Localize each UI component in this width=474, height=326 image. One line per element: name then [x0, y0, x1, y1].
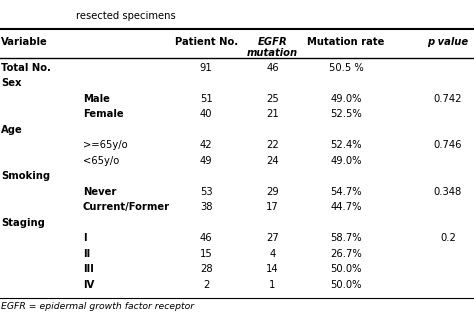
- Text: 49.0%: 49.0%: [330, 94, 362, 104]
- Text: 27: 27: [266, 233, 279, 243]
- Text: Staging: Staging: [1, 217, 45, 228]
- Text: 52.4%: 52.4%: [330, 140, 362, 150]
- Text: 46: 46: [266, 63, 279, 73]
- Text: 0.2: 0.2: [440, 233, 456, 243]
- Text: 51: 51: [200, 94, 212, 104]
- Text: 1: 1: [269, 279, 276, 289]
- Text: 38: 38: [200, 202, 212, 212]
- Text: 25: 25: [266, 94, 279, 104]
- Text: 28: 28: [200, 264, 212, 274]
- Text: 50.0%: 50.0%: [330, 279, 362, 289]
- Text: p value: p value: [428, 37, 468, 47]
- Text: 54.7%: 54.7%: [330, 186, 362, 197]
- Text: 53: 53: [200, 186, 212, 197]
- Text: 0.742: 0.742: [434, 94, 462, 104]
- Text: 2: 2: [203, 279, 210, 289]
- Text: 4: 4: [269, 248, 276, 259]
- Text: 49.0%: 49.0%: [330, 156, 362, 166]
- Text: 46: 46: [200, 233, 212, 243]
- Text: Female: Female: [83, 109, 124, 119]
- Text: 0.746: 0.746: [434, 140, 462, 150]
- Text: Sex: Sex: [1, 78, 21, 88]
- Text: 52.5%: 52.5%: [330, 109, 362, 119]
- Text: 14: 14: [266, 264, 279, 274]
- Text: 40: 40: [200, 109, 212, 119]
- Text: I: I: [83, 233, 87, 243]
- Text: 0.348: 0.348: [434, 186, 462, 197]
- Text: 91: 91: [200, 63, 212, 73]
- Text: 15: 15: [200, 248, 212, 259]
- Text: <65y/o: <65y/o: [83, 156, 119, 166]
- Text: IV: IV: [83, 279, 94, 289]
- Text: 29: 29: [266, 186, 279, 197]
- Text: EGFR = epidermal growth factor receptor: EGFR = epidermal growth factor receptor: [1, 302, 194, 311]
- Text: 17: 17: [266, 202, 279, 212]
- Text: Never: Never: [83, 186, 116, 197]
- Text: 26.7%: 26.7%: [330, 248, 362, 259]
- Text: >=65y/o: >=65y/o: [83, 140, 128, 150]
- Text: 22: 22: [266, 140, 279, 150]
- Text: resected specimens: resected specimens: [76, 11, 175, 22]
- Text: 44.7%: 44.7%: [330, 202, 362, 212]
- Text: 50.5 %: 50.5 %: [328, 63, 364, 73]
- Text: Age: Age: [1, 125, 23, 135]
- Text: Smoking: Smoking: [1, 171, 50, 181]
- Text: Total No.: Total No.: [1, 63, 51, 73]
- Text: II: II: [83, 248, 90, 259]
- Text: 24: 24: [266, 156, 279, 166]
- Text: 21: 21: [266, 109, 279, 119]
- Text: Variable: Variable: [1, 37, 48, 47]
- Text: Male: Male: [83, 94, 110, 104]
- Text: Patient No.: Patient No.: [174, 37, 238, 47]
- Text: 49: 49: [200, 156, 212, 166]
- Text: Current/Former: Current/Former: [83, 202, 170, 212]
- Text: 58.7%: 58.7%: [330, 233, 362, 243]
- Text: 42: 42: [200, 140, 212, 150]
- Text: 50.0%: 50.0%: [330, 264, 362, 274]
- Text: Mutation rate: Mutation rate: [307, 37, 385, 47]
- Text: III: III: [83, 264, 94, 274]
- Text: EGFR
mutation: EGFR mutation: [247, 37, 298, 58]
